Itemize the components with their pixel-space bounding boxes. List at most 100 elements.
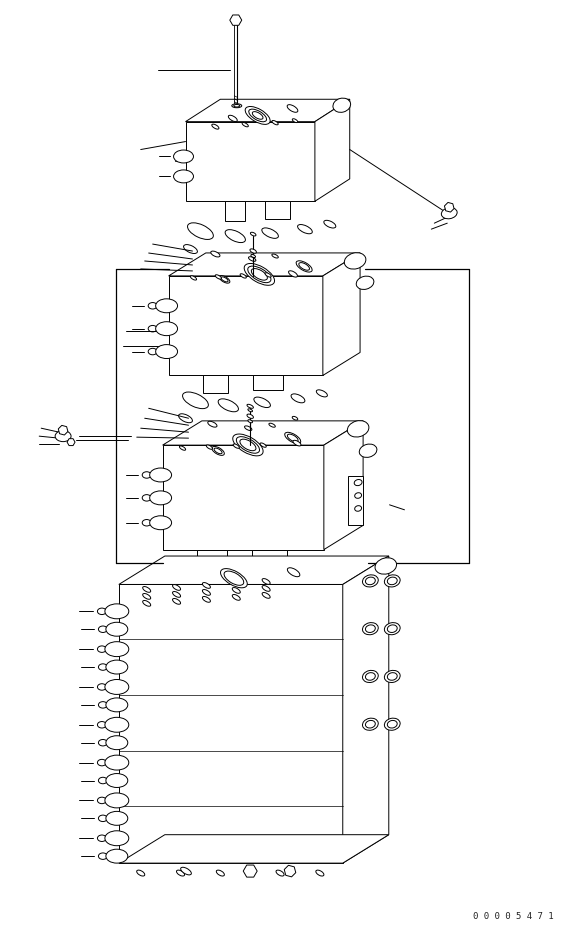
Ellipse shape (153, 518, 168, 528)
Ellipse shape (347, 255, 363, 266)
Ellipse shape (292, 416, 298, 420)
Ellipse shape (232, 581, 240, 586)
Ellipse shape (55, 431, 71, 442)
Ellipse shape (225, 230, 246, 243)
Ellipse shape (105, 720, 117, 729)
Polygon shape (58, 425, 68, 435)
Ellipse shape (208, 421, 217, 427)
Ellipse shape (333, 98, 350, 113)
Ellipse shape (381, 563, 390, 569)
Ellipse shape (299, 263, 309, 270)
Ellipse shape (156, 302, 167, 310)
Ellipse shape (236, 437, 260, 453)
Ellipse shape (156, 348, 167, 356)
Ellipse shape (108, 643, 125, 655)
Ellipse shape (180, 446, 185, 450)
Ellipse shape (156, 344, 178, 358)
Polygon shape (252, 550, 287, 565)
Ellipse shape (252, 112, 263, 119)
Ellipse shape (296, 261, 312, 272)
Ellipse shape (105, 755, 129, 770)
Ellipse shape (109, 737, 125, 748)
Ellipse shape (293, 440, 301, 446)
Ellipse shape (387, 577, 397, 584)
Ellipse shape (207, 445, 212, 449)
Ellipse shape (109, 851, 125, 861)
Ellipse shape (181, 868, 191, 875)
Ellipse shape (363, 623, 378, 635)
Ellipse shape (218, 399, 239, 412)
Polygon shape (198, 550, 228, 567)
Polygon shape (119, 835, 389, 863)
Ellipse shape (359, 279, 371, 287)
Ellipse shape (98, 797, 106, 804)
Ellipse shape (250, 249, 256, 253)
Ellipse shape (347, 420, 369, 437)
Ellipse shape (106, 853, 118, 860)
Ellipse shape (224, 571, 244, 585)
Ellipse shape (98, 835, 106, 841)
Ellipse shape (378, 560, 393, 571)
Ellipse shape (109, 776, 125, 785)
Ellipse shape (106, 701, 118, 708)
Ellipse shape (252, 268, 267, 280)
Ellipse shape (219, 276, 230, 283)
Ellipse shape (98, 664, 108, 671)
Ellipse shape (221, 277, 228, 281)
Ellipse shape (287, 434, 298, 442)
Ellipse shape (324, 220, 336, 228)
Ellipse shape (232, 104, 242, 108)
Ellipse shape (244, 264, 274, 285)
Ellipse shape (150, 471, 161, 478)
Ellipse shape (316, 390, 328, 397)
Ellipse shape (254, 397, 270, 407)
Ellipse shape (150, 519, 161, 526)
Ellipse shape (202, 589, 211, 596)
Ellipse shape (159, 301, 174, 310)
Ellipse shape (106, 849, 128, 863)
Ellipse shape (362, 446, 374, 455)
Polygon shape (324, 421, 363, 550)
Ellipse shape (105, 758, 117, 767)
Ellipse shape (98, 760, 106, 765)
Ellipse shape (384, 575, 400, 587)
Ellipse shape (245, 426, 252, 431)
Ellipse shape (262, 585, 270, 591)
Ellipse shape (285, 432, 301, 444)
Polygon shape (204, 375, 228, 393)
Ellipse shape (234, 104, 240, 107)
Ellipse shape (233, 434, 263, 456)
Polygon shape (119, 556, 389, 584)
Ellipse shape (215, 275, 222, 280)
Ellipse shape (355, 506, 362, 511)
Ellipse shape (108, 682, 125, 692)
Ellipse shape (174, 170, 194, 183)
Ellipse shape (106, 735, 128, 749)
Ellipse shape (106, 622, 128, 636)
Ellipse shape (109, 813, 125, 824)
Ellipse shape (240, 439, 256, 451)
Ellipse shape (143, 600, 151, 606)
Ellipse shape (242, 123, 249, 127)
Ellipse shape (98, 684, 106, 690)
Ellipse shape (248, 409, 253, 412)
Ellipse shape (177, 152, 191, 161)
Ellipse shape (106, 814, 118, 822)
Ellipse shape (108, 794, 125, 806)
Ellipse shape (248, 419, 253, 423)
Polygon shape (284, 866, 296, 877)
Ellipse shape (98, 702, 108, 708)
Ellipse shape (363, 719, 378, 731)
Ellipse shape (184, 245, 197, 253)
Ellipse shape (109, 700, 125, 710)
Ellipse shape (444, 210, 455, 217)
Polygon shape (185, 99, 350, 122)
Ellipse shape (105, 793, 129, 808)
Ellipse shape (211, 251, 220, 257)
Ellipse shape (355, 492, 362, 498)
Ellipse shape (338, 102, 345, 108)
Ellipse shape (247, 414, 253, 418)
Ellipse shape (287, 567, 300, 577)
Ellipse shape (148, 325, 157, 332)
Ellipse shape (142, 494, 151, 501)
